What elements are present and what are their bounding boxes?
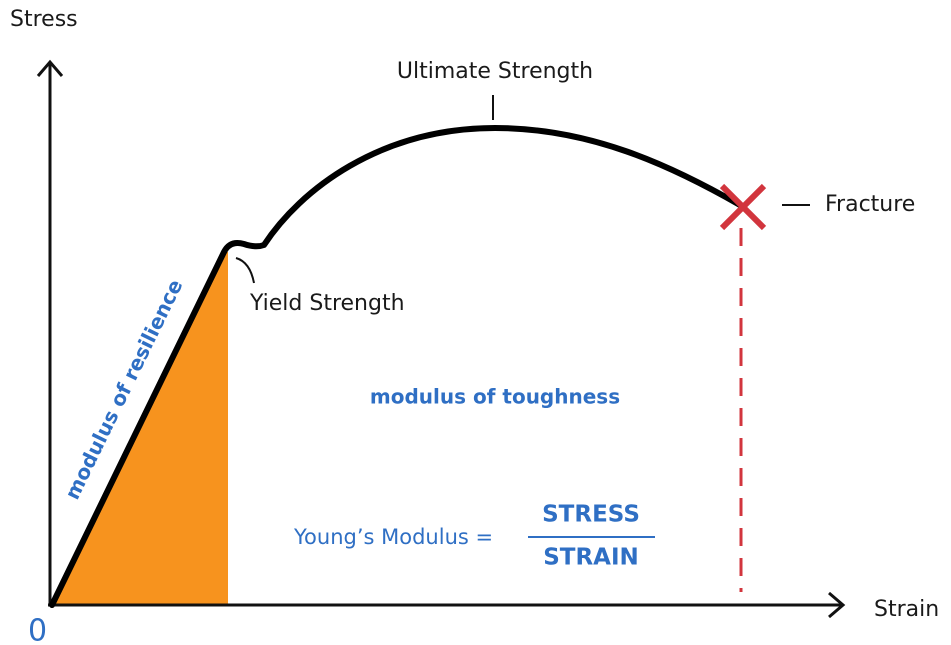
stress-strain-curve — [49, 125, 743, 608]
fracture-label: Fracture — [825, 192, 915, 217]
ultimate-label: Ultimate Strength — [397, 59, 593, 84]
fracture-mark — [719, 183, 767, 231]
x-axis-label: Strain — [874, 597, 939, 622]
y-axis-label: Stress — [10, 7, 78, 32]
yield-label: Yield Strength — [249, 291, 405, 316]
formula-denominator: STRAIN — [543, 545, 639, 571]
formula-numerator: STRESS — [542, 502, 640, 528]
toughness-label: modulus of toughness — [370, 385, 620, 409]
origin-label: 0 — [28, 614, 47, 645]
x-arrow — [828, 591, 846, 619]
yield-pointer — [235, 257, 255, 284]
formula-lhs: Young’s Modulus = — [293, 525, 493, 549]
y-arrow — [36, 59, 64, 77]
